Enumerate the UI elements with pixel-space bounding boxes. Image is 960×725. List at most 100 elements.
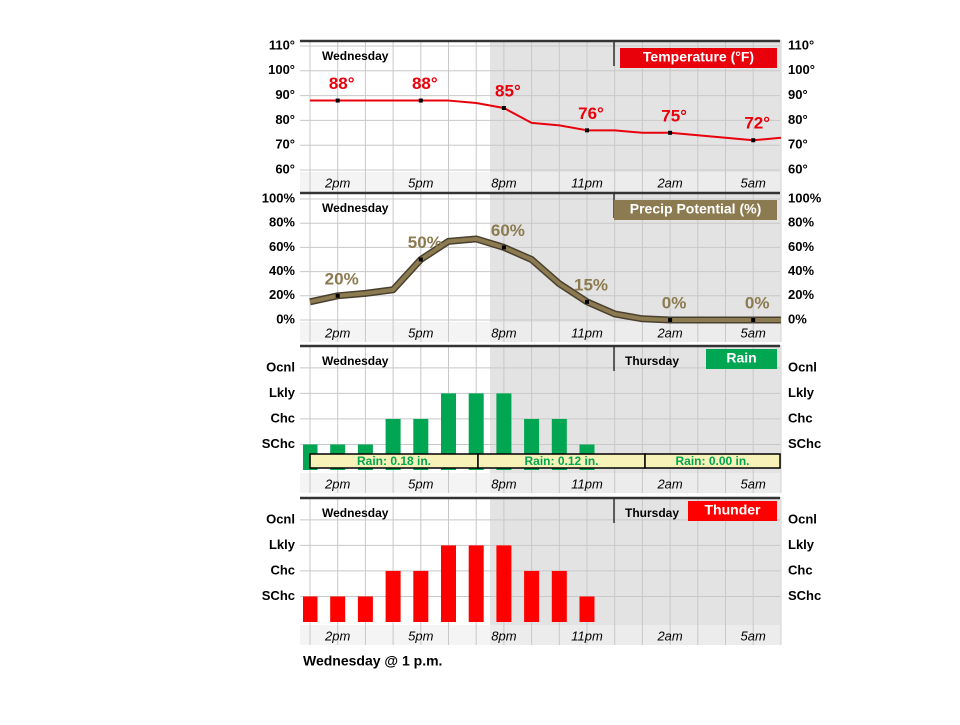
rain-total: Rain: 0.12 in. [524, 454, 598, 468]
y-tick-label-right: 20% [788, 287, 814, 302]
x-tick-label: 2pm [324, 175, 350, 190]
bar [441, 545, 456, 622]
y-tick-label-right: Lkly [788, 385, 815, 400]
y-tick-label-right: Chc [788, 410, 813, 425]
y-tick-label: Lkly [269, 537, 296, 552]
x-tick-label: 5am [741, 628, 766, 643]
y-tick-label: Ocnl [266, 359, 295, 374]
title-box [620, 48, 777, 68]
x-tick-label: 11pm [571, 628, 603, 643]
point [335, 293, 340, 298]
y-tick-label: 20% [269, 287, 295, 302]
x-tick-label: 2pm [324, 325, 350, 340]
y-tick-label-right: Ocnl [788, 359, 817, 374]
y-tick-label-right: Lkly [788, 537, 815, 552]
x-tick-label: 2am [656, 325, 682, 340]
y-tick-label: SChc [262, 436, 295, 451]
y-tick-label: SChc [262, 588, 295, 603]
bar [303, 596, 318, 622]
x-tick-label: 5pm [408, 628, 433, 643]
day-label: Thursday [625, 354, 679, 368]
y-tick-label: Chc [270, 562, 295, 577]
y-tick-label: 60° [275, 161, 295, 176]
bar [357, 596, 373, 622]
y-tick-label: 80% [269, 215, 295, 230]
bar [330, 596, 346, 622]
data-label: 72° [744, 114, 770, 133]
bar [468, 545, 484, 622]
y-tick-label: 40% [269, 263, 295, 278]
y-tick-label: 90° [275, 87, 295, 102]
x-tick-label: 11pm [571, 476, 603, 491]
data-label: 0% [662, 293, 687, 312]
day-label: Wednesday [322, 201, 389, 215]
y-tick-label-right: Chc [788, 562, 813, 577]
bar [551, 570, 567, 622]
x-tick-label: 5pm [408, 175, 433, 190]
y-tick-label: Lkly [269, 385, 296, 400]
point [335, 98, 340, 103]
point [501, 245, 506, 250]
x-tick-label: 2pm [324, 628, 350, 643]
bar [579, 596, 595, 622]
y-tick-label: 70° [275, 137, 295, 152]
rain-total: Rain: 0.18 in. [357, 454, 431, 468]
x-tick-label: 5am [741, 476, 766, 491]
x-tick-label: 8pm [491, 175, 516, 190]
chart-title: Rain [726, 350, 756, 366]
y-tick-label-right: 80° [788, 112, 808, 127]
y-tick-label-right: SChc [788, 588, 821, 603]
title-box [688, 501, 777, 521]
x-axis-strip [300, 322, 780, 342]
title-box [614, 200, 777, 220]
y-tick-label: Ocnl [266, 511, 295, 526]
y-tick-label-right: 70° [788, 137, 808, 152]
day-label: Wednesday [322, 506, 389, 520]
point [668, 130, 673, 135]
data-label: 76° [578, 104, 604, 123]
bar [385, 570, 401, 622]
x-tick-label: 5pm [408, 325, 433, 340]
day-label: Thursday [625, 506, 679, 520]
bar [441, 393, 456, 470]
y-tick-label-right: 0% [788, 311, 807, 326]
data-label: 85° [495, 81, 521, 100]
y-tick-label-right: Ocnl [788, 511, 817, 526]
caption: Wednesday @ 1 p.m. [303, 653, 442, 669]
data-label: 0% [745, 293, 770, 312]
x-tick-label: 2pm [324, 476, 350, 491]
point [585, 128, 589, 133]
y-tick-label: 100° [268, 62, 295, 77]
data-label: 60% [491, 221, 525, 240]
y-tick-label-right: SChc [788, 436, 821, 451]
chart-title: Thunder [705, 502, 762, 518]
line [309, 236, 781, 322]
x-tick-label: 11pm [571, 325, 603, 340]
y-tick-label: Chc [270, 410, 295, 425]
bar [413, 570, 429, 622]
data-label: 20% [325, 269, 359, 288]
x-tick-label: 2am [656, 476, 682, 491]
point [418, 98, 423, 103]
point [668, 318, 673, 322]
x-tick-label: 8pm [491, 325, 516, 340]
chart-title: Temperature (°F) [643, 49, 754, 65]
x-tick-label: 2am [656, 175, 682, 190]
y-tick-label-right: 40% [788, 263, 814, 278]
bar [524, 570, 540, 622]
chart-title: Precip Potential (%) [630, 201, 761, 217]
x-axis-strip [300, 473, 780, 493]
point [418, 257, 423, 262]
day-label: Wednesday [322, 354, 389, 368]
rain-total-box [644, 453, 781, 469]
point [501, 106, 506, 110]
bar [496, 545, 512, 622]
bar [496, 393, 512, 470]
point [751, 318, 756, 322]
y-tick-label-right: 100° [788, 62, 815, 77]
data-label: 75° [661, 106, 687, 125]
y-tick-label: 80° [275, 112, 295, 127]
point [751, 138, 756, 143]
data-label: 88° [412, 74, 438, 93]
